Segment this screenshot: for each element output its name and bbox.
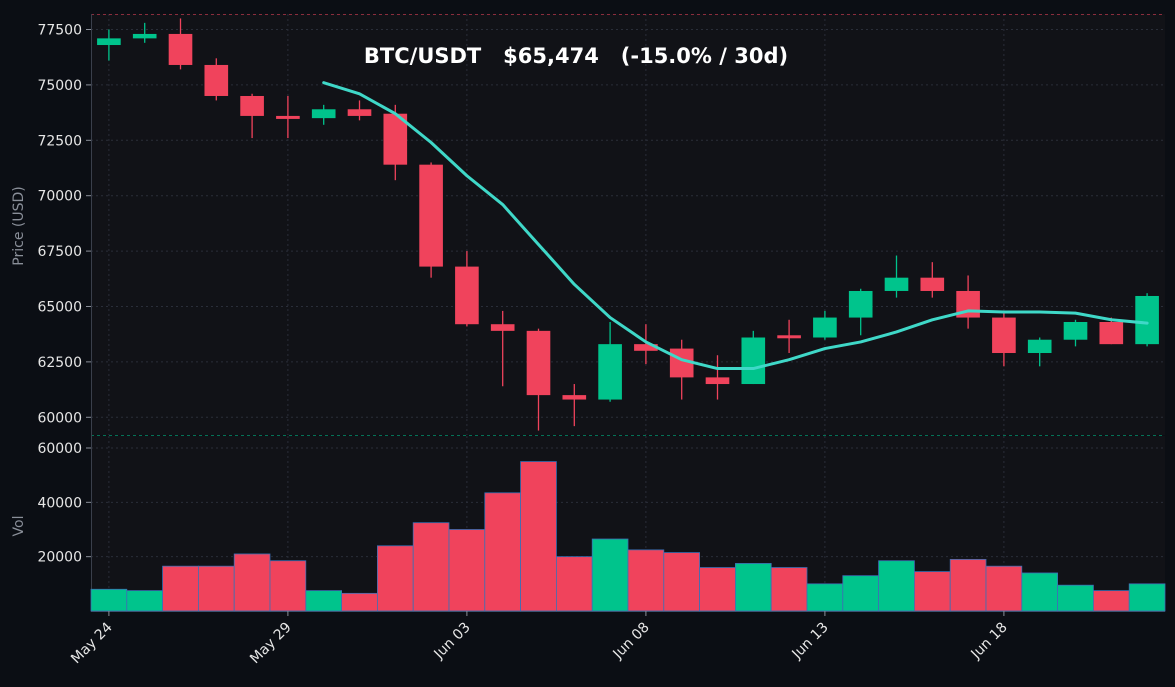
- candle-body: [276, 115, 300, 119]
- candle-body: [1135, 295, 1159, 345]
- candle-body: [1027, 339, 1052, 354]
- volume-bar: [842, 575, 879, 612]
- volume-bar: [126, 590, 164, 612]
- volume-bar: [269, 560, 307, 612]
- candle-body: [383, 113, 408, 165]
- volume-bar: [197, 565, 235, 612]
- candlesticks: [97, 18, 1159, 431]
- volume-bar: [949, 558, 987, 612]
- volume-bar: [806, 583, 844, 612]
- candle-body: [132, 33, 157, 39]
- candle-body: [848, 290, 873, 318]
- candle-body: [240, 95, 264, 116]
- candle-body: [705, 377, 730, 385]
- candle-body: [311, 109, 336, 119]
- volume-bar: [305, 590, 342, 612]
- candle-body: [562, 395, 587, 400]
- candle-body: [741, 337, 766, 385]
- volume-bar: [735, 563, 772, 612]
- volume-tick-label: 20000: [37, 550, 82, 566]
- candle-body: [490, 324, 515, 331]
- volume-bars: [90, 461, 1166, 612]
- price-tick-label: 77500: [37, 23, 82, 39]
- moving-average-line: [322, 81, 1149, 371]
- volume-bar: [520, 461, 557, 612]
- price-axis-label: Price (USD): [11, 186, 27, 265]
- volume-axis-label: Vol: [11, 516, 27, 537]
- candle-body: [777, 335, 801, 339]
- volume-bar: [162, 565, 199, 612]
- volume-bar: [914, 571, 951, 612]
- candle-body: [813, 317, 837, 338]
- price-tick-label: 67500: [37, 244, 82, 260]
- price-panel-background: [91, 14, 1165, 435]
- chart-title: BTC/USDT $65,474 (-15.0% / 30d): [364, 44, 788, 68]
- volume-bar: [878, 560, 915, 612]
- volume-y-ticks: 20000 40000 60000: [37, 441, 91, 566]
- candle-body: [419, 164, 443, 267]
- price-tick-label: 72500: [37, 133, 82, 149]
- price-tick-label: 70000: [37, 189, 82, 205]
- candle-body: [97, 38, 121, 46]
- price-tick-label: 62500: [37, 355, 82, 371]
- candle-body: [347, 109, 372, 116]
- candle-body: [598, 344, 622, 400]
- candle-body: [920, 277, 945, 291]
- price-y-ticks: 60000 62500 65000 67500 70000 72500 75000 77500: [37, 23, 91, 426]
- volume-bar: [699, 567, 736, 612]
- price-tick-label: 65000: [37, 299, 82, 315]
- price-grid: [91, 14, 1165, 435]
- candle-body: [168, 33, 193, 65]
- volume-bar: [1128, 583, 1166, 612]
- volume-tick-label: 40000: [37, 495, 82, 511]
- candle-body: [526, 330, 551, 396]
- volume-bar: [556, 556, 593, 612]
- candle-body: [884, 277, 909, 291]
- volume-bar: [376, 545, 414, 612]
- volume-bar: [1021, 572, 1058, 612]
- volume-tick-label: 60000: [37, 441, 82, 457]
- volume-bar: [591, 538, 629, 612]
- candle-body: [1099, 321, 1124, 345]
- candle-body: [204, 64, 229, 96]
- volume-bar: [233, 553, 271, 612]
- candle-body: [992, 317, 1016, 354]
- volume-bar: [627, 549, 665, 612]
- price-tick-label: 75000: [37, 78, 82, 94]
- candle-body: [634, 344, 658, 351]
- volume-bar: [985, 565, 1023, 612]
- volume-bar: [484, 492, 521, 612]
- volume-bar: [1093, 590, 1130, 612]
- volume-bar: [90, 588, 128, 612]
- candle-body: [455, 266, 479, 325]
- price-tick-label: 60000: [37, 410, 82, 426]
- volume-bar: [663, 552, 700, 612]
- candle-body: [1063, 321, 1088, 340]
- volume-bar: [412, 522, 450, 612]
- volume-bar: [770, 567, 808, 612]
- volume-bar: [1057, 584, 1094, 612]
- volume-bar: [448, 529, 486, 612]
- volume-bar: [341, 592, 378, 612]
